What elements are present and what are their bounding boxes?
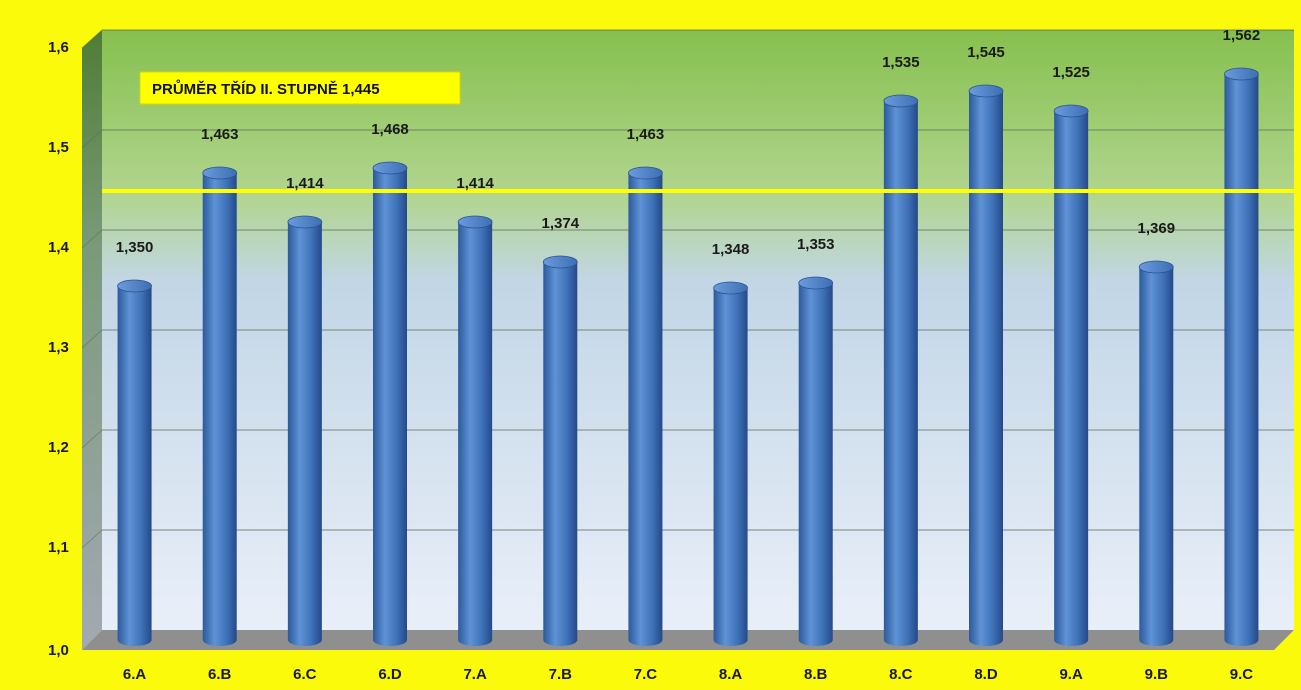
y-tick-label: 1,0 <box>48 642 69 659</box>
bar-top <box>1224 67 1259 81</box>
data-labels: 1,350 1,463 1,414 1,468 1,414 1,374 1,463 1,348… <box>116 27 1260 258</box>
bar <box>1138 260 1174 646</box>
bar-top <box>798 276 834 290</box>
bar-body <box>458 222 493 646</box>
x-tick-label: 6.B <box>208 666 232 683</box>
x-tick-label: 8.B <box>804 666 828 683</box>
data-label: 1,348 <box>712 241 750 258</box>
bar-top <box>457 215 493 229</box>
data-label: 1,468 <box>371 121 409 138</box>
average-legend-box <box>139 71 461 105</box>
x-axis-ticks: 6.A 6.B 6.C 6.D 7.A 7.B 7.C 8.A 8.B 8.C 8.D 9.A 9.B 9… <box>123 666 1253 683</box>
bar-top <box>542 255 578 269</box>
bar <box>798 276 834 646</box>
bar <box>457 215 493 646</box>
y-tick-label: 1,2 <box>48 439 69 456</box>
bar-body <box>1224 74 1259 646</box>
gridline-wall <box>81 129 103 149</box>
data-label: 1,353 <box>797 236 835 253</box>
x-tick-label: 6.C <box>293 666 317 683</box>
bar-top <box>372 161 408 175</box>
gridline-wall <box>81 529 103 549</box>
bar <box>372 161 408 646</box>
bar-body <box>969 91 1003 646</box>
bar-body <box>287 222 322 646</box>
data-label: 1,463 <box>627 126 665 143</box>
x-tick-label: 9.A <box>1059 666 1083 683</box>
bar-body <box>1139 267 1174 646</box>
average-legend-text: PRŮMĚR TŘÍD II. STUPNĚ 1,445 <box>152 79 380 98</box>
y-tick-label: 1,5 <box>48 139 69 156</box>
x-tick-label: 6.A <box>123 666 147 683</box>
bar-body <box>543 262 578 646</box>
bar-body <box>202 173 237 646</box>
bar-top <box>117 279 152 293</box>
bar-body <box>883 101 918 646</box>
data-label: 1,463 <box>201 126 239 143</box>
bar-body <box>1054 111 1089 646</box>
data-label: 1,414 <box>456 175 494 192</box>
x-tick-label: 6.D <box>378 666 402 683</box>
chart-side-wall <box>82 30 102 650</box>
bar-body <box>798 283 833 646</box>
bars <box>117 67 1259 646</box>
bar <box>628 166 663 646</box>
bar-body <box>713 288 748 646</box>
bar-body <box>117 286 152 646</box>
bar-top <box>713 281 748 295</box>
chart-floor <box>82 630 1294 650</box>
average-legend: PRŮMĚR TŘÍD II. STUPNĚ 1,445 <box>139 71 461 105</box>
bar <box>1053 104 1089 646</box>
data-label: 1,350 <box>116 239 154 256</box>
data-label: 1,525 <box>1052 64 1090 81</box>
x-tick-label: 7.A <box>463 666 487 683</box>
bar-body <box>628 173 663 646</box>
bar <box>202 166 238 646</box>
bar-body <box>373 168 407 646</box>
bar <box>117 279 152 646</box>
x-tick-label: 7.C <box>634 666 658 683</box>
gridline-wall <box>81 29 103 49</box>
gridline-wall <box>81 229 103 249</box>
bar <box>883 94 919 646</box>
y-axis-ticks: 1,0 1,1 1,2 1,3 1,4 1,5 1,6 <box>48 39 70 659</box>
y-tick-label: 1,1 <box>48 539 69 556</box>
bar-top <box>1138 260 1174 274</box>
bar <box>713 281 748 646</box>
y-tick-label: 1,3 <box>48 339 69 356</box>
x-tick-label: 9.B <box>1145 666 1169 683</box>
bar <box>542 255 578 646</box>
bar-top <box>202 166 238 180</box>
data-label: 1,545 <box>967 44 1005 61</box>
x-tick-label: 8.C <box>889 666 913 683</box>
bar-top <box>628 166 663 180</box>
bar <box>1224 67 1259 646</box>
x-tick-label: 7.B <box>549 666 573 683</box>
bar <box>287 215 323 646</box>
x-tick-label: 8.D <box>974 666 998 683</box>
bar-top <box>883 94 919 108</box>
x-tick-label: 8.A <box>719 666 743 683</box>
bar-top <box>1053 104 1089 118</box>
bar-top <box>968 84 1004 98</box>
gridline-wall <box>81 429 103 449</box>
bar <box>968 84 1004 646</box>
y-tick-label: 1,4 <box>48 239 70 256</box>
gridline-wall <box>81 329 103 349</box>
data-label: 1,369 <box>1138 220 1176 237</box>
bar-top <box>287 215 323 229</box>
x-tick-label: 9.C <box>1230 666 1254 683</box>
data-label: 1,535 <box>882 54 920 71</box>
data-label: 1,562 <box>1223 27 1261 44</box>
data-label: 1,414 <box>286 175 324 192</box>
y-tick-label: 1,6 <box>48 39 69 56</box>
data-label: 1,374 <box>542 215 580 232</box>
